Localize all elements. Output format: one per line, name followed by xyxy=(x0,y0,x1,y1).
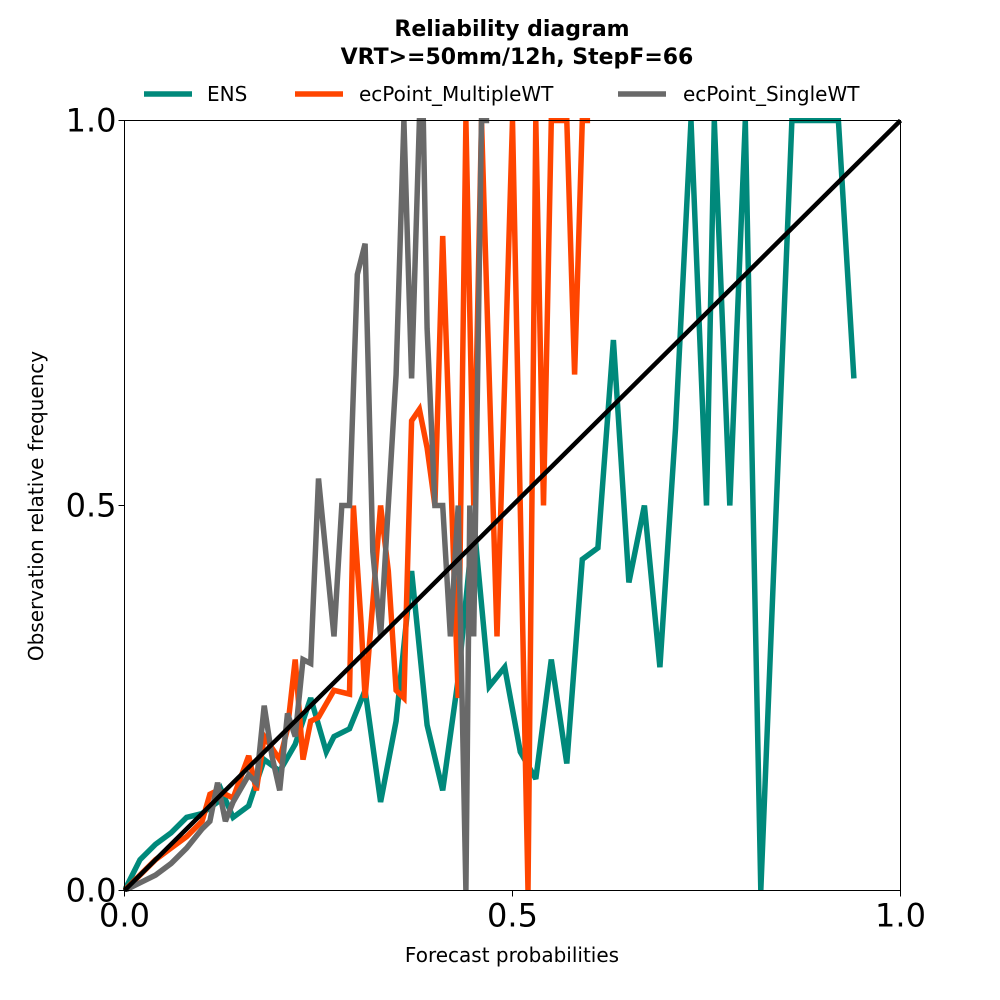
y-axis-label: Observation relative frequency xyxy=(24,351,48,661)
y-axis: 0.0 0.5 1.0 xyxy=(66,102,125,910)
series-line-3 xyxy=(123,118,490,892)
series-line-2 xyxy=(123,118,591,892)
legend: ENS ecPoint_MultipleWT ecPoint_SingleWT xyxy=(144,82,860,106)
x-tick-label: 1.0 xyxy=(875,897,926,935)
legend-item-2: ecPoint_MultipleWT xyxy=(295,82,554,106)
series-line-1 xyxy=(123,118,857,892)
legend-label: ENS xyxy=(207,82,247,106)
y-tick-label: 0.5 xyxy=(66,487,117,525)
chart-subtitle: VRT>=50mm/12h, StepF=66 xyxy=(341,45,694,70)
x-axis-label: Forecast probabilities xyxy=(405,943,619,967)
legend-label: ecPoint_SingleWT xyxy=(683,82,860,106)
legend-item-1: ENS xyxy=(144,82,247,106)
x-axis: 0.0 0.5 1.0 xyxy=(99,890,926,935)
legend-item-3: ecPoint_SingleWT xyxy=(618,82,860,106)
x-tick-label: 0.0 xyxy=(99,897,150,935)
y-tick-label: 0.0 xyxy=(66,872,117,910)
series-layer xyxy=(123,118,903,892)
diagonal-reference-line xyxy=(123,118,903,892)
y-tick-label: 1.0 xyxy=(66,102,117,140)
chart-title: Reliability diagram xyxy=(394,17,629,42)
legend-label: ecPoint_MultipleWT xyxy=(359,82,554,106)
x-tick-label: 0.5 xyxy=(487,897,538,935)
